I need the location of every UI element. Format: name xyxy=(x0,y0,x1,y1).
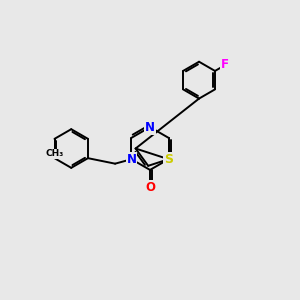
Text: O: O xyxy=(145,181,155,194)
Text: N: N xyxy=(127,153,136,166)
Text: CH₃: CH₃ xyxy=(45,149,64,158)
Text: F: F xyxy=(221,58,229,71)
Text: S: S xyxy=(164,153,173,166)
Text: N: N xyxy=(145,121,155,134)
